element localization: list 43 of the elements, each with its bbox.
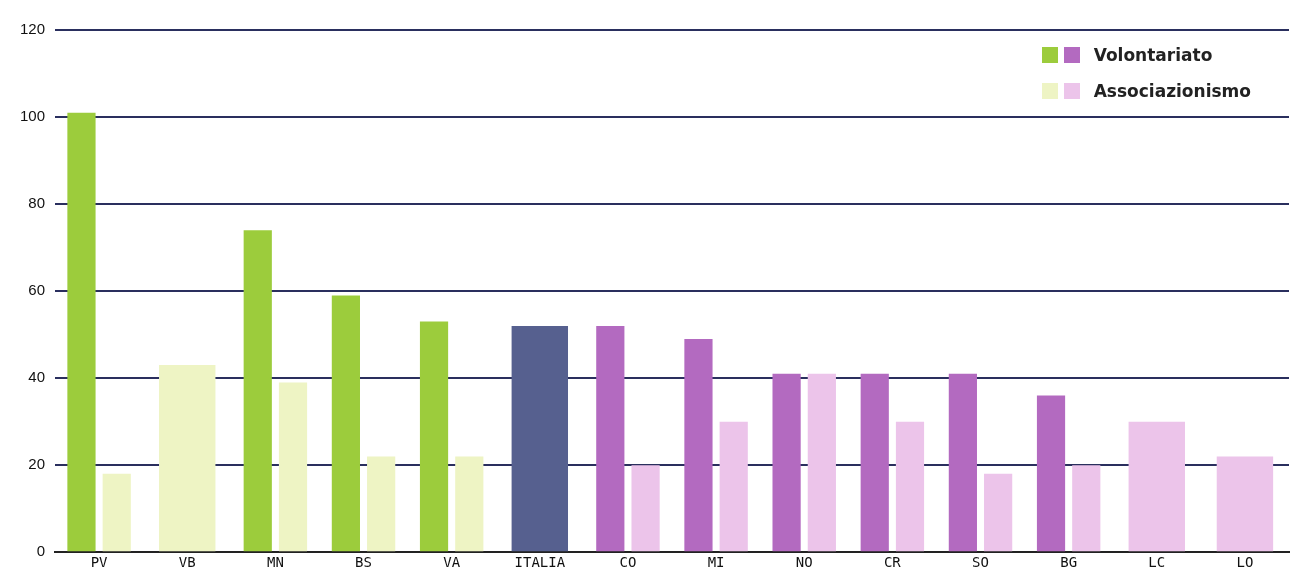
bar (1036, 395, 1066, 552)
bar (948, 373, 977, 552)
x-tick-label: VA (443, 554, 461, 571)
bar (278, 382, 308, 552)
x-tick-label: PV (90, 554, 109, 571)
y-tick-label: 80 (28, 194, 46, 212)
bar (684, 338, 713, 552)
y-tick-label: 60 (28, 281, 46, 299)
x-tick-label: BS (355, 554, 372, 571)
bar (67, 112, 96, 552)
bar (984, 473, 1013, 552)
x-tick-label: LC (1148, 554, 1166, 571)
bar (102, 473, 131, 552)
x-tick-label: MI (707, 554, 725, 571)
bar (455, 456, 484, 552)
y-tick-label: 0 (36, 542, 46, 560)
bar (631, 465, 660, 552)
x-tick-label: MN (266, 554, 284, 571)
bar (719, 421, 748, 552)
bar (807, 373, 836, 552)
y-tick-label: 100 (20, 107, 46, 125)
legend-label: Associazionismo (1093, 81, 1251, 101)
x-tick-label: CO (619, 554, 637, 571)
x-tick-label: NO (795, 554, 813, 571)
bar (860, 373, 889, 552)
x-tick-label: CR (883, 554, 902, 571)
bar (367, 456, 396, 552)
y-tick-label: 120 (20, 20, 46, 38)
bar (895, 421, 925, 552)
bar (243, 230, 272, 552)
x-tick-label: SO (972, 554, 989, 571)
x-tick-label: LO (1236, 554, 1254, 571)
y-tick-label: 40 (28, 368, 46, 386)
bar (331, 295, 360, 552)
x-tick-label: VB (178, 554, 196, 571)
bar (596, 325, 625, 552)
x-tick-label: ITALIA (514, 554, 566, 571)
y-tick-label: 20 (28, 455, 46, 473)
x-tick-label: BG (1060, 554, 1078, 571)
legend-label: Volontariato (1093, 45, 1213, 65)
bar (1072, 465, 1101, 552)
bar (772, 373, 801, 552)
bar (419, 321, 449, 552)
